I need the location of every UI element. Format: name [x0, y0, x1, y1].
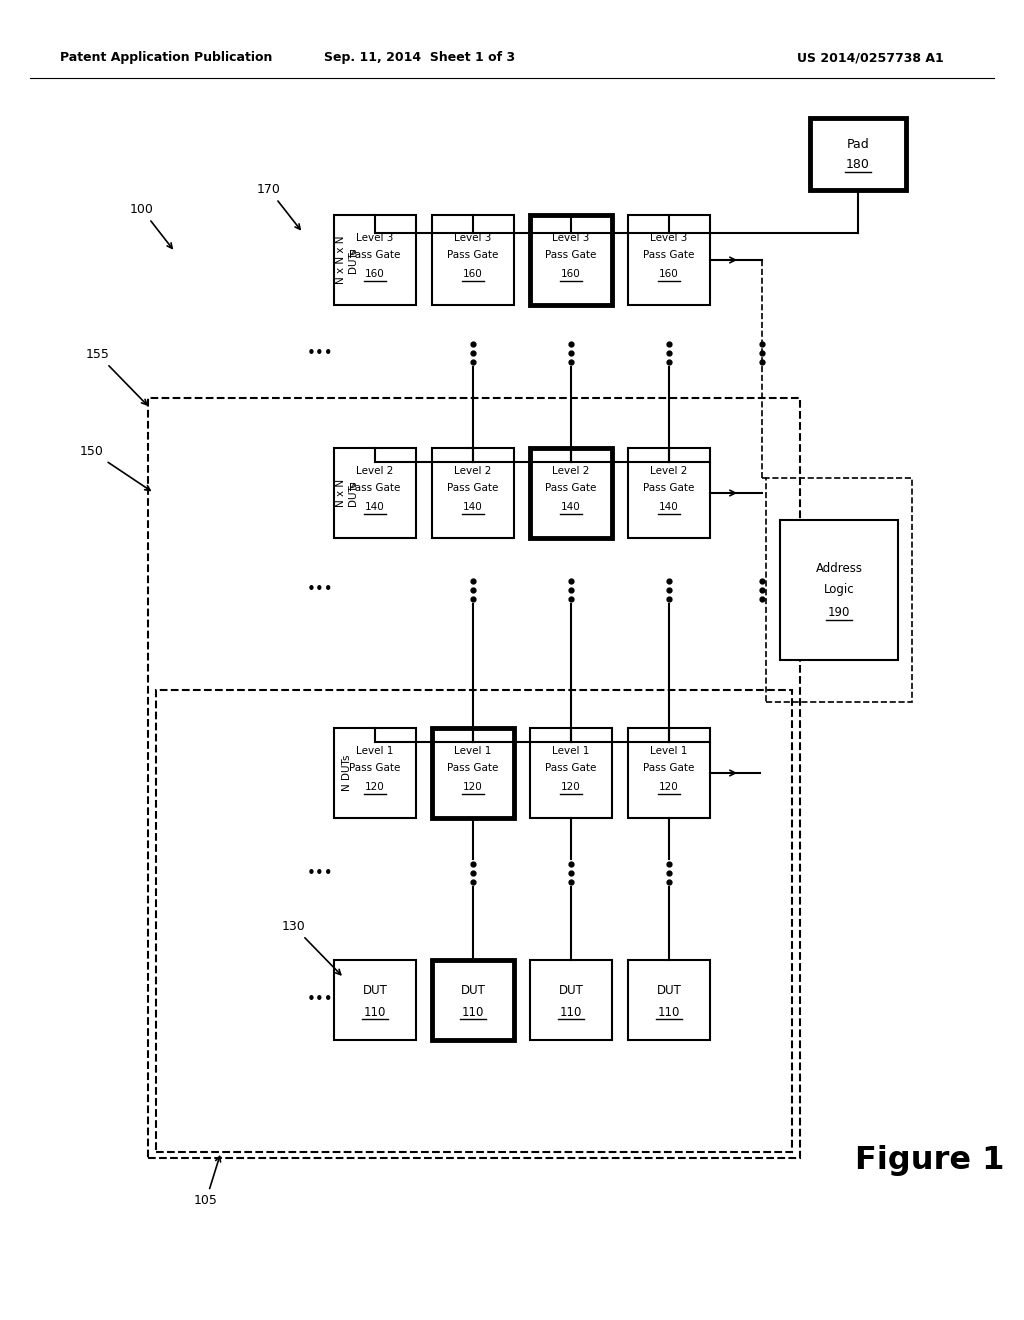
Text: Pass Gate: Pass Gate [643, 763, 694, 774]
Text: 130: 130 [282, 920, 341, 974]
Text: Logic: Logic [823, 583, 854, 597]
Text: •••: ••• [306, 866, 334, 880]
Bar [628, 729, 710, 818]
Text: 110: 110 [462, 1006, 484, 1019]
Bar [530, 729, 612, 818]
Text: N x N
DUTs: N x N DUTs [336, 479, 357, 507]
Text: DUT: DUT [461, 983, 485, 997]
Bar [432, 215, 514, 305]
Text: 180: 180 [846, 157, 870, 170]
Text: 120: 120 [561, 781, 581, 792]
Bar [432, 729, 514, 818]
Text: 140: 140 [366, 502, 385, 512]
Text: DUT: DUT [362, 983, 387, 997]
Bar [780, 520, 898, 660]
Text: 110: 110 [364, 1006, 386, 1019]
Bar [766, 478, 912, 702]
Bar [530, 447, 612, 539]
Text: 140: 140 [659, 502, 679, 512]
Text: 160: 160 [561, 269, 581, 279]
Text: Level 3: Level 3 [356, 234, 393, 243]
Text: Pass Gate: Pass Gate [546, 483, 597, 492]
Text: 120: 120 [659, 781, 679, 792]
Bar [432, 447, 514, 539]
Bar [810, 117, 906, 190]
Text: 105: 105 [194, 1156, 220, 1206]
Text: 120: 120 [366, 781, 385, 792]
Text: DUT: DUT [656, 983, 681, 997]
Text: Pass Gate: Pass Gate [447, 483, 499, 492]
Text: Level 2: Level 2 [455, 466, 492, 477]
Text: 160: 160 [463, 269, 483, 279]
Text: Pass Gate: Pass Gate [349, 483, 400, 492]
Bar [432, 960, 514, 1040]
Text: Pass Gate: Pass Gate [447, 763, 499, 774]
Text: Level 2: Level 2 [356, 466, 393, 477]
Bar [148, 399, 800, 1158]
Text: Sep. 11, 2014  Sheet 1 of 3: Sep. 11, 2014 Sheet 1 of 3 [325, 51, 515, 65]
Text: Pass Gate: Pass Gate [643, 249, 694, 260]
Text: DUT: DUT [558, 983, 584, 997]
Bar [530, 215, 612, 305]
Text: N DUTs: N DUTs [342, 755, 352, 791]
Text: Pass Gate: Pass Gate [643, 483, 694, 492]
Bar [628, 447, 710, 539]
Text: Pad: Pad [847, 137, 869, 150]
Text: 190: 190 [827, 606, 850, 619]
Text: Pass Gate: Pass Gate [546, 249, 597, 260]
Text: 160: 160 [659, 269, 679, 279]
Text: 110: 110 [560, 1006, 583, 1019]
Text: Level 2: Level 2 [552, 466, 590, 477]
Text: Address: Address [815, 561, 862, 574]
Text: 170: 170 [257, 183, 300, 230]
Text: Level 1: Level 1 [455, 746, 492, 756]
Bar [530, 960, 612, 1040]
Text: Level 3: Level 3 [455, 234, 492, 243]
Text: 140: 140 [463, 502, 483, 512]
Text: Level 1: Level 1 [650, 746, 688, 756]
Text: US 2014/0257738 A1: US 2014/0257738 A1 [797, 51, 943, 65]
Bar [334, 447, 416, 539]
Text: Pass Gate: Pass Gate [546, 763, 597, 774]
Text: Patent Application Publication: Patent Application Publication [60, 51, 272, 65]
Bar [156, 690, 792, 1152]
Bar [334, 729, 416, 818]
Bar [628, 960, 710, 1040]
Text: Figure 1: Figure 1 [855, 1144, 1005, 1176]
Text: Level 3: Level 3 [650, 234, 688, 243]
Text: Level 1: Level 1 [552, 746, 590, 756]
Text: •••: ••• [306, 346, 334, 360]
Text: •••: ••• [306, 993, 334, 1007]
Text: 100: 100 [130, 203, 172, 248]
Text: Pass Gate: Pass Gate [349, 763, 400, 774]
Text: Level 1: Level 1 [356, 746, 393, 756]
Text: 140: 140 [561, 502, 581, 512]
Text: Pass Gate: Pass Gate [447, 249, 499, 260]
Text: N x N x N
DUTs: N x N x N DUTs [336, 236, 357, 284]
Text: •••: ••• [306, 582, 334, 598]
Text: 110: 110 [657, 1006, 680, 1019]
Text: Level 2: Level 2 [650, 466, 688, 477]
Text: 155: 155 [86, 348, 146, 405]
Text: Pass Gate: Pass Gate [349, 249, 400, 260]
Bar [334, 215, 416, 305]
Text: 160: 160 [366, 269, 385, 279]
Bar [628, 215, 710, 305]
Text: Level 3: Level 3 [552, 234, 590, 243]
Text: 120: 120 [463, 781, 483, 792]
Text: 150: 150 [80, 445, 151, 491]
Bar [334, 960, 416, 1040]
